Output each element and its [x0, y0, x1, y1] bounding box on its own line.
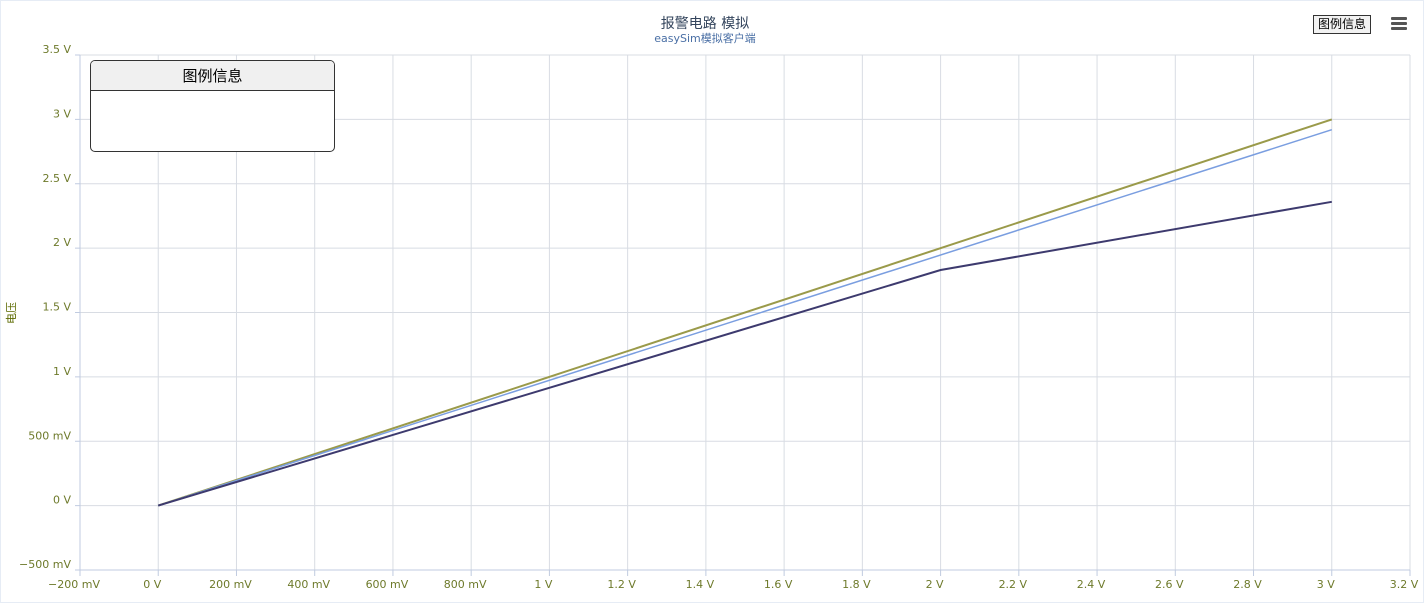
y-tick-label: 2 V [53, 236, 71, 249]
chart-subtitle: easySim模拟客户端 [654, 32, 756, 45]
x-tick-label: 2 V [926, 578, 944, 591]
x-tick-label: 3 V [1317, 578, 1335, 591]
y-tick-labels: −500 mV 0 V 500 mV 1 V 1.5 V 2 V 2.5 V 3 V 3.5 V [19, 43, 71, 571]
x-tick-label: 600 mV [366, 578, 409, 591]
x-tick-label: 1.6 V [764, 578, 793, 591]
legend-panel: 图例信息 [90, 60, 335, 152]
series-lines [157, 118, 1333, 507]
x-tick-label: 1.8 V [842, 578, 871, 591]
legend-info-button[interactable]: 图例信息 [1313, 15, 1372, 34]
x-tick-label: −200 mV [48, 578, 100, 591]
x-tick-label: 2.2 V [999, 578, 1028, 591]
y-tick-label: −500 mV [19, 558, 71, 571]
x-tick-label: 2.6 V [1155, 578, 1184, 591]
legend-panel-title: 图例信息 [91, 61, 334, 91]
x-tick-label: 1.2 V [607, 578, 636, 591]
series-line-2[interactable] [157, 128, 1333, 507]
x-tick-labels: −200 mV 0 V 200 mV 400 mV 600 mV 800 mV 1 V 1.2… [48, 578, 1419, 591]
x-tick-label: 2.8 V [1233, 578, 1262, 591]
x-tick-label: 800 mV [444, 578, 487, 591]
chart-title: 报警电路 模拟 [660, 16, 750, 32]
series-line-1[interactable] [157, 118, 1333, 507]
y-tick-label: 0 V [53, 494, 71, 507]
hamburger-menu-icon[interactable] [1389, 15, 1409, 33]
x-tick-label: 3.2 V [1390, 578, 1419, 591]
x-tick-label: 2.4 V [1077, 578, 1106, 591]
x-tick-label: 1 V [534, 578, 552, 591]
series-line-3[interactable] [157, 200, 1332, 507]
x-tick-label: 0 V [143, 578, 161, 591]
y-tick-label: 2.5 V [42, 172, 71, 185]
x-tick-label: 400 mV [287, 578, 330, 591]
axes [75, 54, 1411, 576]
y-tick-label: 3 V [53, 107, 71, 120]
x-tick-label: 200 mV [209, 578, 252, 591]
y-tick-label: 3.5 V [42, 43, 71, 56]
y-tick-label: 1.5 V [42, 301, 71, 314]
y-tick-label: 1 V [53, 365, 71, 378]
y-tick-label: 500 mV [28, 429, 71, 442]
x-tick-label: 1.4 V [686, 578, 715, 591]
